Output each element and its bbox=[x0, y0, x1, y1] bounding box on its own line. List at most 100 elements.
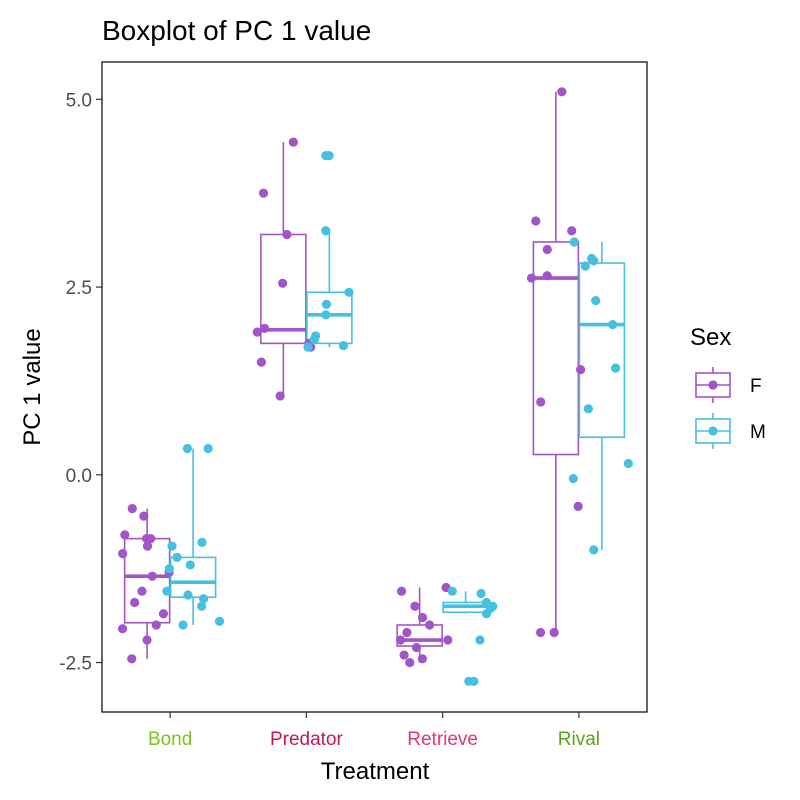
data-point-M bbox=[608, 320, 618, 330]
data-point-F bbox=[282, 229, 292, 240]
data-point-M bbox=[475, 635, 485, 645]
data-point-F bbox=[258, 188, 269, 198]
box-F-Rival bbox=[532, 91, 580, 633]
box-iqr bbox=[532, 241, 580, 456]
data-point-F bbox=[117, 624, 128, 634]
data-point-F bbox=[259, 323, 270, 333]
y-tick-label: -2.5 bbox=[59, 654, 92, 675]
box-F-Predator bbox=[260, 142, 307, 396]
data-point-M bbox=[623, 458, 633, 469]
data-point-M bbox=[199, 594, 209, 604]
legend-label-F: F bbox=[750, 376, 762, 397]
data-point-M bbox=[481, 609, 492, 619]
data-point-F bbox=[396, 586, 407, 596]
data-point-M bbox=[338, 341, 349, 351]
box-iqr bbox=[306, 291, 353, 345]
x-tick-label-rival: Rival bbox=[558, 729, 600, 750]
data-point-M bbox=[568, 473, 578, 484]
data-point-M bbox=[167, 541, 177, 551]
data-point-F bbox=[567, 226, 577, 236]
legend-point bbox=[708, 380, 718, 390]
data-point-M bbox=[583, 404, 593, 414]
data-point-M bbox=[203, 443, 213, 454]
data-point-F bbox=[147, 571, 157, 581]
data-point-F bbox=[275, 391, 285, 401]
data-point-M bbox=[569, 237, 579, 247]
legend-key-F bbox=[695, 367, 731, 403]
data-point-M bbox=[172, 552, 182, 563]
data-point-F bbox=[252, 327, 262, 337]
legend: Sex F M bbox=[690, 324, 766, 449]
data-point-F bbox=[542, 244, 552, 255]
data-point-F bbox=[536, 397, 546, 407]
data-point-M bbox=[580, 261, 590, 271]
plot-layer bbox=[117, 87, 633, 686]
data-point-M bbox=[303, 342, 313, 352]
data-point-M bbox=[183, 590, 193, 600]
data-point-M bbox=[164, 564, 174, 574]
data-point-M bbox=[214, 616, 225, 626]
data-point-M bbox=[321, 310, 331, 320]
data-point-F bbox=[395, 635, 406, 645]
box-M-Bond bbox=[169, 448, 217, 625]
data-point-M bbox=[344, 287, 354, 297]
legend-label-M: M bbox=[750, 422, 766, 443]
x-tick-label-predator: Predator bbox=[270, 729, 344, 750]
data-point-M bbox=[178, 620, 188, 630]
data-point-F bbox=[158, 609, 169, 619]
data-point-F bbox=[410, 601, 420, 611]
y-axis-title: PC 1 value bbox=[19, 328, 46, 445]
data-point-F bbox=[288, 137, 298, 147]
data-point-F bbox=[575, 365, 586, 375]
data-point-M bbox=[591, 295, 601, 306]
x-tick-label-retrieve: Retrieve bbox=[407, 729, 478, 750]
data-point-F bbox=[146, 534, 156, 544]
data-point-F bbox=[417, 612, 428, 623]
data-point-F bbox=[443, 635, 453, 645]
data-point-M bbox=[197, 601, 207, 611]
data-point-F bbox=[549, 627, 559, 638]
data-point-F bbox=[139, 511, 149, 521]
data-point-F bbox=[424, 620, 435, 630]
box-iqr bbox=[578, 262, 626, 439]
y-tick-label: 2.5 bbox=[66, 278, 92, 299]
data-point-M bbox=[324, 151, 334, 161]
y-tick-label: 0.0 bbox=[66, 466, 92, 487]
data-point-M bbox=[162, 586, 172, 596]
box-iqr bbox=[169, 556, 217, 599]
data-point-F bbox=[535, 627, 546, 638]
axis-layer: -2.5 0.0 2.5 5.0 Bond Predator Retrieve Rival bbox=[59, 90, 600, 750]
box-M-Rival bbox=[578, 241, 626, 550]
data-point-F bbox=[120, 530, 130, 540]
data-point-M bbox=[611, 363, 621, 373]
x-axis-title: Treatment bbox=[321, 758, 430, 785]
box-M-Predator bbox=[306, 230, 353, 348]
data-point-M bbox=[309, 335, 319, 345]
data-point-M bbox=[589, 545, 599, 555]
legend-title: Sex bbox=[690, 324, 731, 351]
data-point-M bbox=[464, 676, 474, 686]
data-point-M bbox=[447, 586, 457, 596]
data-point-F bbox=[399, 650, 409, 660]
y-tick-label: 5.0 bbox=[66, 90, 92, 111]
legend-key-M bbox=[695, 413, 731, 449]
data-point-M bbox=[182, 443, 193, 454]
data-point-M bbox=[185, 560, 195, 570]
data-point-F bbox=[130, 597, 140, 608]
x-tick-label-bond: Bond bbox=[148, 729, 192, 750]
data-point-F bbox=[137, 586, 147, 596]
data-point-M bbox=[321, 299, 332, 309]
chart-title: Boxplot of PC 1 value bbox=[102, 15, 371, 46]
data-point-F bbox=[118, 549, 128, 559]
data-point-F bbox=[573, 501, 583, 511]
data-point-F bbox=[278, 278, 288, 288]
data-point-M bbox=[476, 588, 486, 599]
data-point-M bbox=[321, 226, 331, 236]
data-point-F bbox=[557, 87, 567, 97]
data-point-F bbox=[405, 657, 415, 668]
data-point-F bbox=[142, 635, 152, 645]
data-point-F bbox=[417, 654, 427, 664]
data-point-F bbox=[127, 654, 137, 664]
legend-point bbox=[708, 426, 718, 436]
